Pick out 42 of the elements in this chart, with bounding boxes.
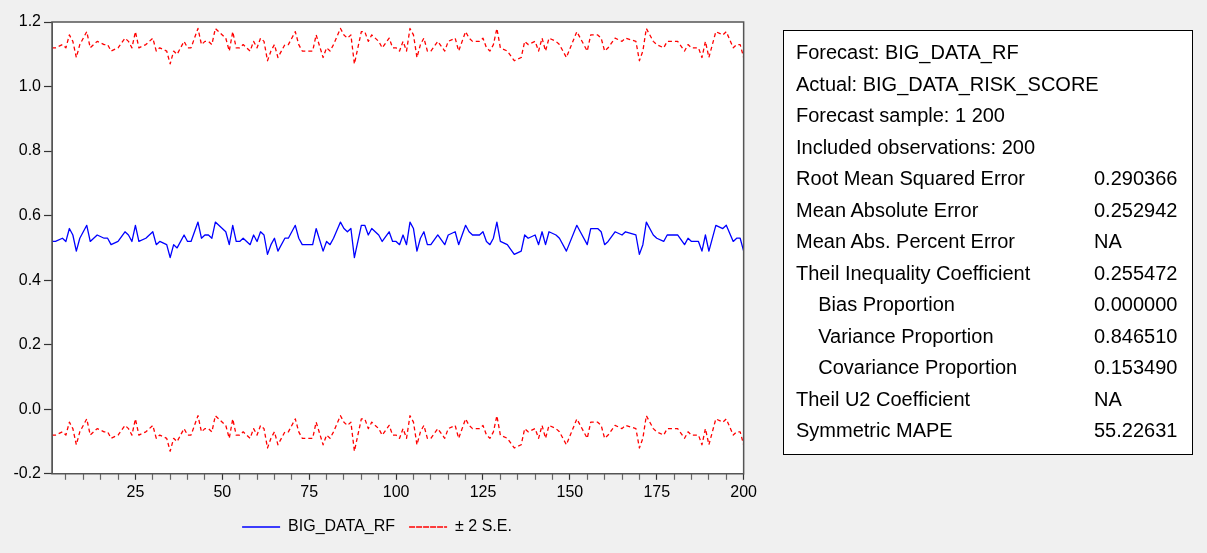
- category-label: Bias Proportion: [817, 292, 956, 317]
- category-label: Covariance Proportion: [817, 355, 1019, 380]
- category-label: Mean Absolute Error: [796, 197, 980, 223]
- category-label: Variance Proportion: [817, 323, 995, 349]
- text: 0.290366: [1094, 167, 1178, 189]
- x-tick-label: 75: [300, 482, 319, 500]
- category-label: Mean Abs. Percent Error: [796, 229, 1016, 254]
- text: 0.255472: [1094, 261, 1178, 284]
- y-tick-label: 1.0: [18, 76, 42, 94]
- y-tick-label: 0.0: [18, 399, 42, 417]
- legend-label: ± 2 S.E.: [455, 517, 512, 535]
- text: 0.846510: [1094, 324, 1178, 347]
- y-tick-label: 0.6: [18, 206, 42, 224]
- text: 55.22631: [1094, 419, 1178, 441]
- y-tick-label: 1.2: [18, 12, 42, 30]
- x-tick-label: 125: [469, 482, 497, 500]
- category-label: Theil Inequality Coefficient: [796, 260, 1032, 286]
- text: Actual: BIG_DATA_RISK_SCORE: [796, 71, 1100, 98]
- line-series: [52, 415, 744, 452]
- x-tick-label: 25: [126, 482, 145, 500]
- x-tick-label: 50: [213, 482, 232, 500]
- x-tick-label: 175: [643, 482, 671, 500]
- text: NA: [1094, 230, 1122, 252]
- x-tick-label: 150: [556, 482, 584, 500]
- y-tick-label: 0.8: [18, 141, 42, 159]
- text: 0.252942: [1094, 198, 1178, 221]
- text: Forecast sample: 1 200: [796, 103, 1006, 128]
- text: Forecast: BIG_DATA_RF: [796, 40, 1020, 66]
- text: NA: [1094, 387, 1122, 410]
- text: Included observations: 200: [796, 134, 1037, 160]
- x-tick-label: 100: [382, 482, 410, 500]
- x-tick-label: 200: [730, 482, 758, 500]
- category-label: Root Mean Squared Error: [796, 166, 1026, 191]
- line-series: [52, 27, 744, 65]
- y-tick-label: -0.2: [13, 464, 42, 482]
- text: 0.000000: [1094, 293, 1178, 315]
- legend-label: BIG_DATA_RF: [288, 517, 396, 536]
- category-label: Theil U2 Coefficient: [796, 386, 972, 412]
- category-label: Symmetric MAPE: [796, 418, 954, 443]
- y-tick-label: 0.2: [18, 335, 42, 353]
- text: 0.153490: [1094, 356, 1178, 378]
- y-tick-label: 0.4: [18, 270, 42, 288]
